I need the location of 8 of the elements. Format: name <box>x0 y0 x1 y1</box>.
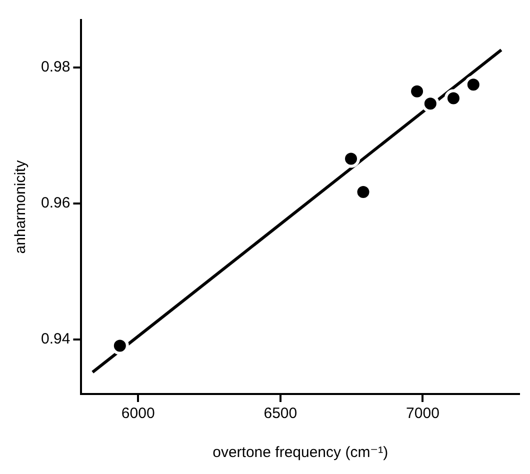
x-tick-label: 6000 <box>121 405 155 422</box>
x-tick-label: 6500 <box>264 405 298 422</box>
y-axis-title: anharmonicity <box>12 160 30 254</box>
y-tick-label: 0.96 <box>40 194 70 212</box>
x-axis-title: overtone frequency (cm⁻¹) <box>212 444 388 462</box>
x-tick-label: 7000 <box>406 405 440 422</box>
y-tick-label: 0.98 <box>40 58 70 76</box>
y-tick-label: 0.94 <box>40 330 70 348</box>
